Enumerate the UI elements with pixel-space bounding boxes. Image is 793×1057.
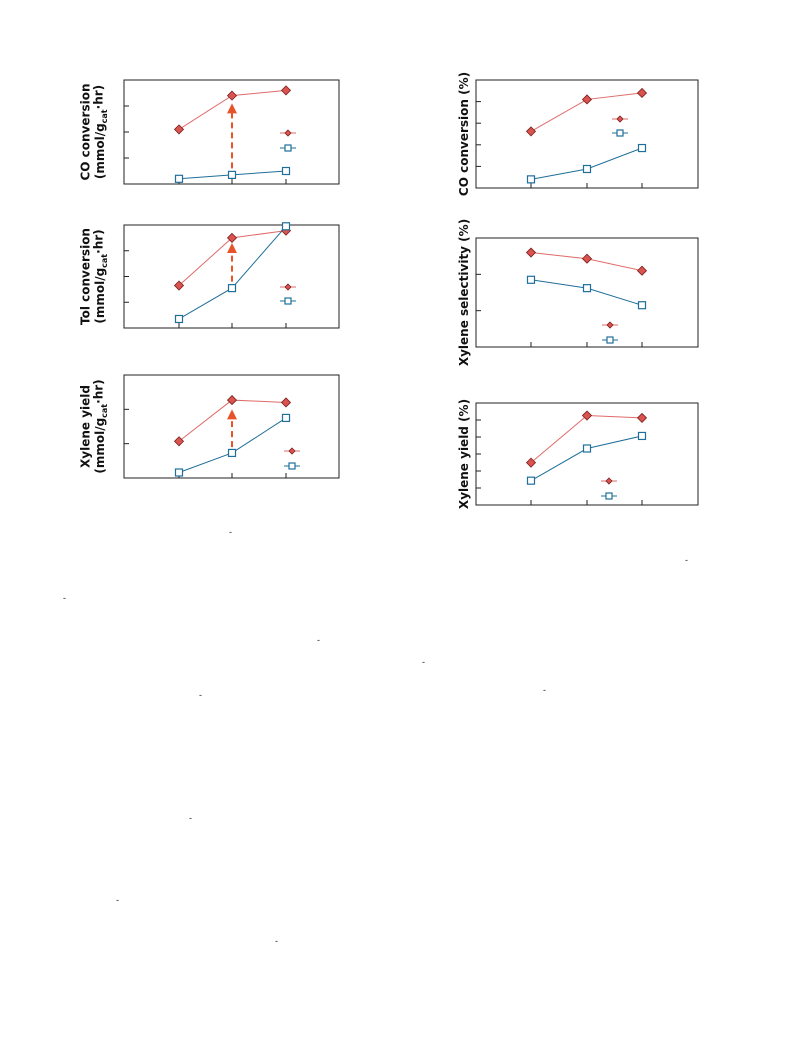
legend-marker-2 xyxy=(284,144,292,152)
data-point xyxy=(173,436,185,447)
data-point xyxy=(526,175,536,184)
data-point xyxy=(226,232,238,243)
panel-right-xylene-selectivity: Xylene selectivity (%) xyxy=(457,219,699,366)
data-point xyxy=(173,280,185,291)
data-point xyxy=(636,412,648,423)
legend xyxy=(280,129,296,152)
data-point xyxy=(637,431,647,441)
legend-marker-1 xyxy=(284,129,292,137)
legend xyxy=(601,477,617,500)
data-point xyxy=(525,247,537,258)
data-point xyxy=(174,174,184,183)
data-point xyxy=(582,164,592,174)
data-point xyxy=(582,284,592,293)
arrow-head xyxy=(227,103,237,114)
y-axis-label: CO conversion (%) xyxy=(457,72,471,196)
series-line-1 xyxy=(530,415,643,464)
stray-dash: - xyxy=(229,527,232,537)
data-point xyxy=(526,275,536,284)
y-axis-label: Tol conversion(mmol/gcat·hr) xyxy=(79,228,109,325)
data-point xyxy=(526,476,536,485)
y-axis-label: Xylene selectivity (%) xyxy=(457,219,471,366)
data-point xyxy=(637,143,647,153)
data-point xyxy=(281,166,291,176)
legend-marker-2 xyxy=(606,336,614,344)
legend-marker-2 xyxy=(605,492,613,500)
legend-marker-2 xyxy=(284,297,292,305)
data-point xyxy=(227,170,237,179)
legend xyxy=(284,447,300,470)
stray-dash: - xyxy=(189,813,192,823)
panel-left-co-conversion: CO conversion(mmol/gcat·hr) xyxy=(79,79,340,185)
panel-right-co-conversion: CO conversion (%) xyxy=(457,72,699,196)
y-axis-label: CO conversion(mmol/gcat·hr) xyxy=(79,83,109,180)
legend xyxy=(602,321,618,344)
stray-dash: - xyxy=(116,895,119,905)
legend xyxy=(280,283,296,305)
stray-dash: - xyxy=(63,593,66,603)
legend-marker-1 xyxy=(288,447,296,455)
data-point xyxy=(582,444,592,453)
data-point xyxy=(174,468,184,477)
panel-right-xylene-yield: Xylene yield (%) xyxy=(457,399,699,509)
stray-dash: - xyxy=(685,555,688,565)
data-point xyxy=(281,413,291,423)
data-point xyxy=(581,410,593,421)
data-point xyxy=(525,126,537,137)
panel-left-tol-conversion: Tol conversion(mmol/gcat·hr) xyxy=(79,222,340,329)
data-point xyxy=(226,90,238,101)
data-point xyxy=(281,222,291,231)
legend-marker-1 xyxy=(606,321,614,329)
data-point xyxy=(173,124,185,135)
data-point xyxy=(525,457,537,468)
series-line-2 xyxy=(530,435,643,482)
series-line-2 xyxy=(530,279,643,306)
data-point xyxy=(280,85,292,96)
legend-marker-1 xyxy=(284,283,292,291)
data-point xyxy=(581,94,593,105)
arrow-head xyxy=(227,243,237,254)
legend-marker-1 xyxy=(605,477,613,485)
data-point xyxy=(226,394,238,406)
stray-dash: - xyxy=(275,936,278,946)
stray-dash: - xyxy=(199,690,202,700)
data-point xyxy=(174,314,184,324)
data-point xyxy=(636,87,648,99)
data-point xyxy=(227,283,237,293)
series-line-2 xyxy=(530,147,643,180)
data-point xyxy=(227,448,237,458)
legend xyxy=(612,115,628,137)
y-axis-label: Xylene yield (%) xyxy=(457,399,471,509)
data-point xyxy=(637,301,647,310)
data-point xyxy=(581,253,593,264)
y-axis-label: Xylene yield(mmol/gcat·hr) xyxy=(79,379,109,473)
legend-marker-2 xyxy=(288,462,296,470)
stray-dash: - xyxy=(317,635,320,645)
stray-dash: - xyxy=(422,657,425,667)
data-point xyxy=(280,397,292,408)
legend-marker-2 xyxy=(616,129,624,137)
arrow-head xyxy=(227,409,237,420)
stray-dash: - xyxy=(543,685,546,695)
legend-marker-1 xyxy=(616,115,624,123)
panel-left-xylene-yield: Xylene yield(mmol/gcat·hr) xyxy=(79,374,340,479)
data-point xyxy=(636,265,648,276)
